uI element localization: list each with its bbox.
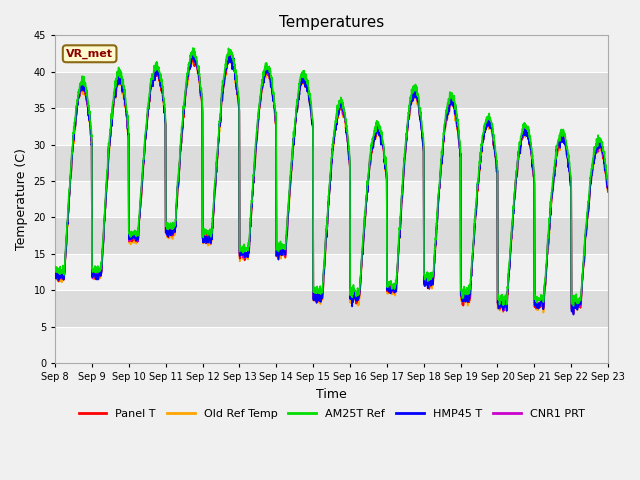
Old Ref Temp (556, 138, 563, 144)
Panel T (570, 311, 577, 316)
Panel T (205, 237, 213, 242)
Line: HMP45 T: HMP45 T (55, 52, 608, 314)
CNR1 PRT (51, 270, 59, 276)
CNR1 PRT (604, 188, 612, 193)
HMP45 T (51, 272, 59, 277)
CNR1 PRT (360, 232, 367, 238)
Panel T (571, 301, 579, 307)
Bar (55, 181, 608, 217)
AM25T Ref (205, 228, 213, 233)
Bar (55, 108, 608, 144)
HMP45 T (348, 296, 355, 301)
Old Ref Temp (51, 276, 59, 281)
Old Ref Temp (190, 53, 198, 59)
AM25T Ref (189, 45, 196, 51)
Old Ref Temp (348, 293, 355, 299)
Old Ref Temp (604, 189, 612, 194)
AM25T Ref (348, 287, 355, 293)
Line: CNR1 PRT: CNR1 PRT (55, 53, 608, 312)
HMP45 T (360, 233, 367, 239)
Old Ref Temp (205, 239, 213, 245)
CNR1 PRT (189, 50, 197, 56)
CNR1 PRT (571, 300, 579, 306)
Panel T (51, 271, 59, 276)
Legend: Panel T, Old Ref Temp, AM25T Ref, HMP45 T, CNR1 PRT: Panel T, Old Ref Temp, AM25T Ref, HMP45 … (74, 404, 589, 423)
Old Ref Temp (493, 159, 500, 165)
Y-axis label: Temperature (C): Temperature (C) (15, 148, 28, 250)
HMP45 T (189, 49, 196, 55)
Panel T (556, 138, 563, 144)
Bar (55, 290, 608, 326)
HMP45 T (493, 162, 500, 168)
Bar (55, 326, 608, 363)
AM25T Ref (493, 155, 500, 160)
Bar (55, 72, 608, 108)
Panel T (227, 50, 234, 56)
Panel T (360, 231, 367, 237)
Old Ref Temp (570, 311, 577, 317)
Line: Panel T: Panel T (55, 53, 608, 313)
CNR1 PRT (493, 158, 500, 164)
CNR1 PRT (570, 310, 577, 315)
HMP45 T (571, 300, 579, 306)
Panel T (604, 189, 612, 195)
Panel T (348, 292, 355, 298)
Bar (55, 144, 608, 181)
AM25T Ref (556, 132, 563, 138)
Text: VR_met: VR_met (66, 48, 113, 59)
AM25T Ref (570, 303, 577, 309)
AM25T Ref (51, 264, 59, 270)
Old Ref Temp (571, 300, 579, 305)
AM25T Ref (571, 295, 579, 301)
CNR1 PRT (556, 135, 563, 141)
Bar (55, 36, 608, 72)
HMP45 T (570, 312, 577, 317)
CNR1 PRT (205, 234, 213, 240)
HMP45 T (604, 186, 612, 192)
HMP45 T (205, 231, 213, 237)
X-axis label: Time: Time (316, 388, 347, 401)
AM25T Ref (360, 227, 367, 232)
Bar (55, 254, 608, 290)
Line: Old Ref Temp: Old Ref Temp (55, 56, 608, 314)
AM25T Ref (604, 182, 612, 188)
Panel T (493, 159, 500, 165)
CNR1 PRT (348, 291, 355, 297)
Title: Temperatures: Temperatures (279, 15, 384, 30)
Old Ref Temp (360, 235, 367, 241)
Bar (55, 217, 608, 254)
HMP45 T (556, 136, 563, 142)
Line: AM25T Ref: AM25T Ref (55, 48, 608, 306)
